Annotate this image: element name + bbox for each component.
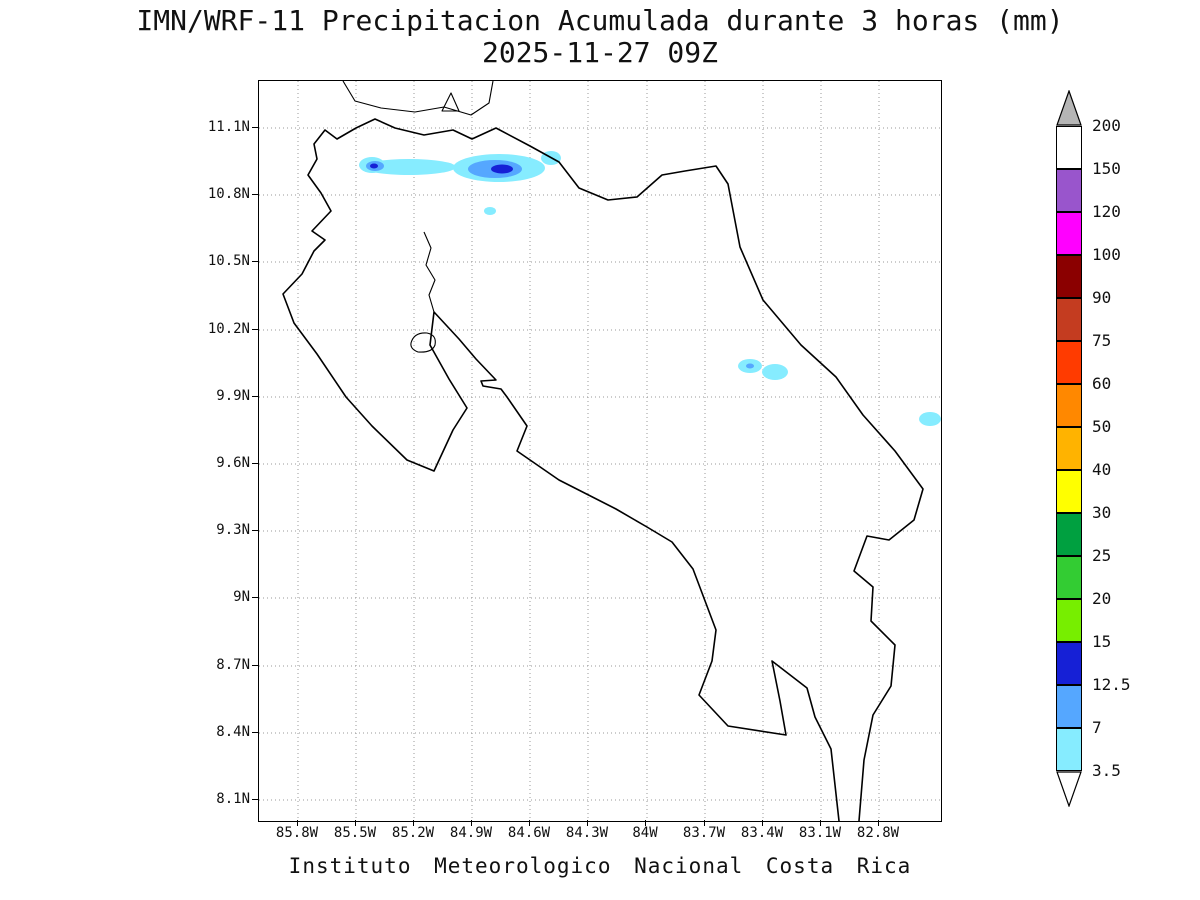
colorbar-level-label: 30 (1092, 503, 1112, 522)
figure-caption: Instituto Meteorologico Nacional Costa R… (288, 854, 912, 878)
colorbar-level-label: 75 (1092, 331, 1112, 350)
colorbar-under-triangle (1056, 771, 1082, 807)
y-axis-tick-label: 9.6N (186, 456, 258, 470)
colorbar-level-label: 20 (1092, 589, 1112, 608)
colorbar-segment (1056, 556, 1082, 599)
x-axis-tick-label: 83.1W (788, 820, 852, 840)
colorbar-segment (1056, 513, 1082, 556)
colorbar-level-label: 200 (1092, 116, 1121, 135)
y-axis-tick-label: 10.2N (186, 322, 258, 336)
x-axis-tick-label: 83.4W (730, 820, 794, 840)
isla-chira-path (410, 332, 436, 353)
precip-shading (359, 151, 941, 426)
colorbar-level-label: 90 (1092, 288, 1112, 307)
colorbar-level-label: 7 (1092, 718, 1102, 737)
colorbar-segment (1056, 470, 1082, 513)
coastlines-and-borders (282, 81, 924, 821)
colorbar-level-label: 60 (1092, 374, 1112, 393)
colorbar-segment (1056, 384, 1082, 427)
colorbar-segment (1056, 212, 1082, 255)
x-axis-tick-label: 82.8W (846, 820, 910, 840)
lake-nicaragua-shore-path (342, 81, 494, 116)
colorbar-level-label: 50 (1092, 417, 1112, 436)
y-axis-tick-label: 10.5N (186, 254, 258, 268)
precip-blob (484, 207, 496, 215)
x-axis-tick-label: 83.7W (672, 820, 736, 840)
precip-blob (362, 159, 456, 175)
colorbar-segment (1056, 298, 1082, 341)
colorbar-level-label: 15 (1092, 632, 1112, 651)
y-axis-tick-label: 11.1N (186, 120, 258, 134)
colorbar-segment (1056, 599, 1082, 642)
x-axis-tick-label: 84.6W (497, 820, 561, 840)
grid-lines (259, 81, 941, 821)
colorbar-level-label: 120 (1092, 202, 1121, 221)
precip-blob (919, 412, 941, 426)
y-axis-tick-label: 9.3N (186, 523, 258, 537)
y-axis-tick-label: 8.1N (186, 792, 258, 806)
colorbar-level-label: 12.5 (1092, 675, 1131, 694)
colorbar-segment (1056, 427, 1082, 470)
colorbar-level-label: 25 (1092, 546, 1112, 565)
colorbar-segment (1056, 169, 1082, 212)
precip-blob (762, 364, 788, 380)
x-axis-tick-label: 84.3W (555, 820, 619, 840)
colorbar: 200 150 120 100 90 75 60 50 40 30 25 20 … (1056, 90, 1131, 807)
colorbar-segment (1056, 685, 1082, 728)
figure-subtitle-datetime: 2025-11-27 09Z (481, 36, 718, 69)
y-axis-tick-label: 10.8N (186, 187, 258, 201)
x-axis-tick-label: 85.2W (381, 820, 445, 840)
y-axis-tick-label: 9N (186, 590, 258, 604)
colorbar-segment (1056, 642, 1082, 685)
map-plot-area (258, 80, 942, 822)
x-axis-tick-label: 85.5W (323, 820, 387, 840)
colorbar-level-label: 150 (1092, 159, 1121, 178)
precip-blob (491, 164, 513, 174)
precip-blob (746, 363, 754, 369)
precip-blob (370, 163, 378, 169)
colorbar-over-triangle (1056, 90, 1082, 126)
map-svg (259, 81, 941, 821)
y-axis-tick-label: 8.4N (186, 725, 258, 739)
y-axis-tick-label: 8.7N (186, 658, 258, 672)
figure-title: IMN/WRF-11 Precipitacion Acumulada duran… (136, 4, 1064, 37)
colorbar-under-arrow (1056, 771, 1082, 807)
colorbar-level-label: 40 (1092, 460, 1112, 479)
y-axis-tick-label: 9.9N (186, 389, 258, 403)
colorbar-segment (1056, 341, 1082, 384)
grid-horizontal-lines (259, 127, 941, 801)
lake-island-path (441, 92, 460, 112)
colorbar-segment (1056, 728, 1082, 771)
x-axis-tick-label: 84.9W (439, 820, 503, 840)
costa-rica-outline-path (282, 118, 924, 821)
colorbar-level-label: 3.5 (1092, 761, 1121, 780)
colorbar-over-arrow (1056, 90, 1082, 126)
tempisque-river-path (423, 231, 436, 313)
x-axis-tick-label: 85.8W (265, 820, 329, 840)
colorbar-segment (1056, 126, 1082, 169)
colorbar-level-label: 100 (1092, 245, 1121, 264)
x-axis-tick-label: 84W (613, 820, 677, 840)
colorbar-segment (1056, 255, 1082, 298)
